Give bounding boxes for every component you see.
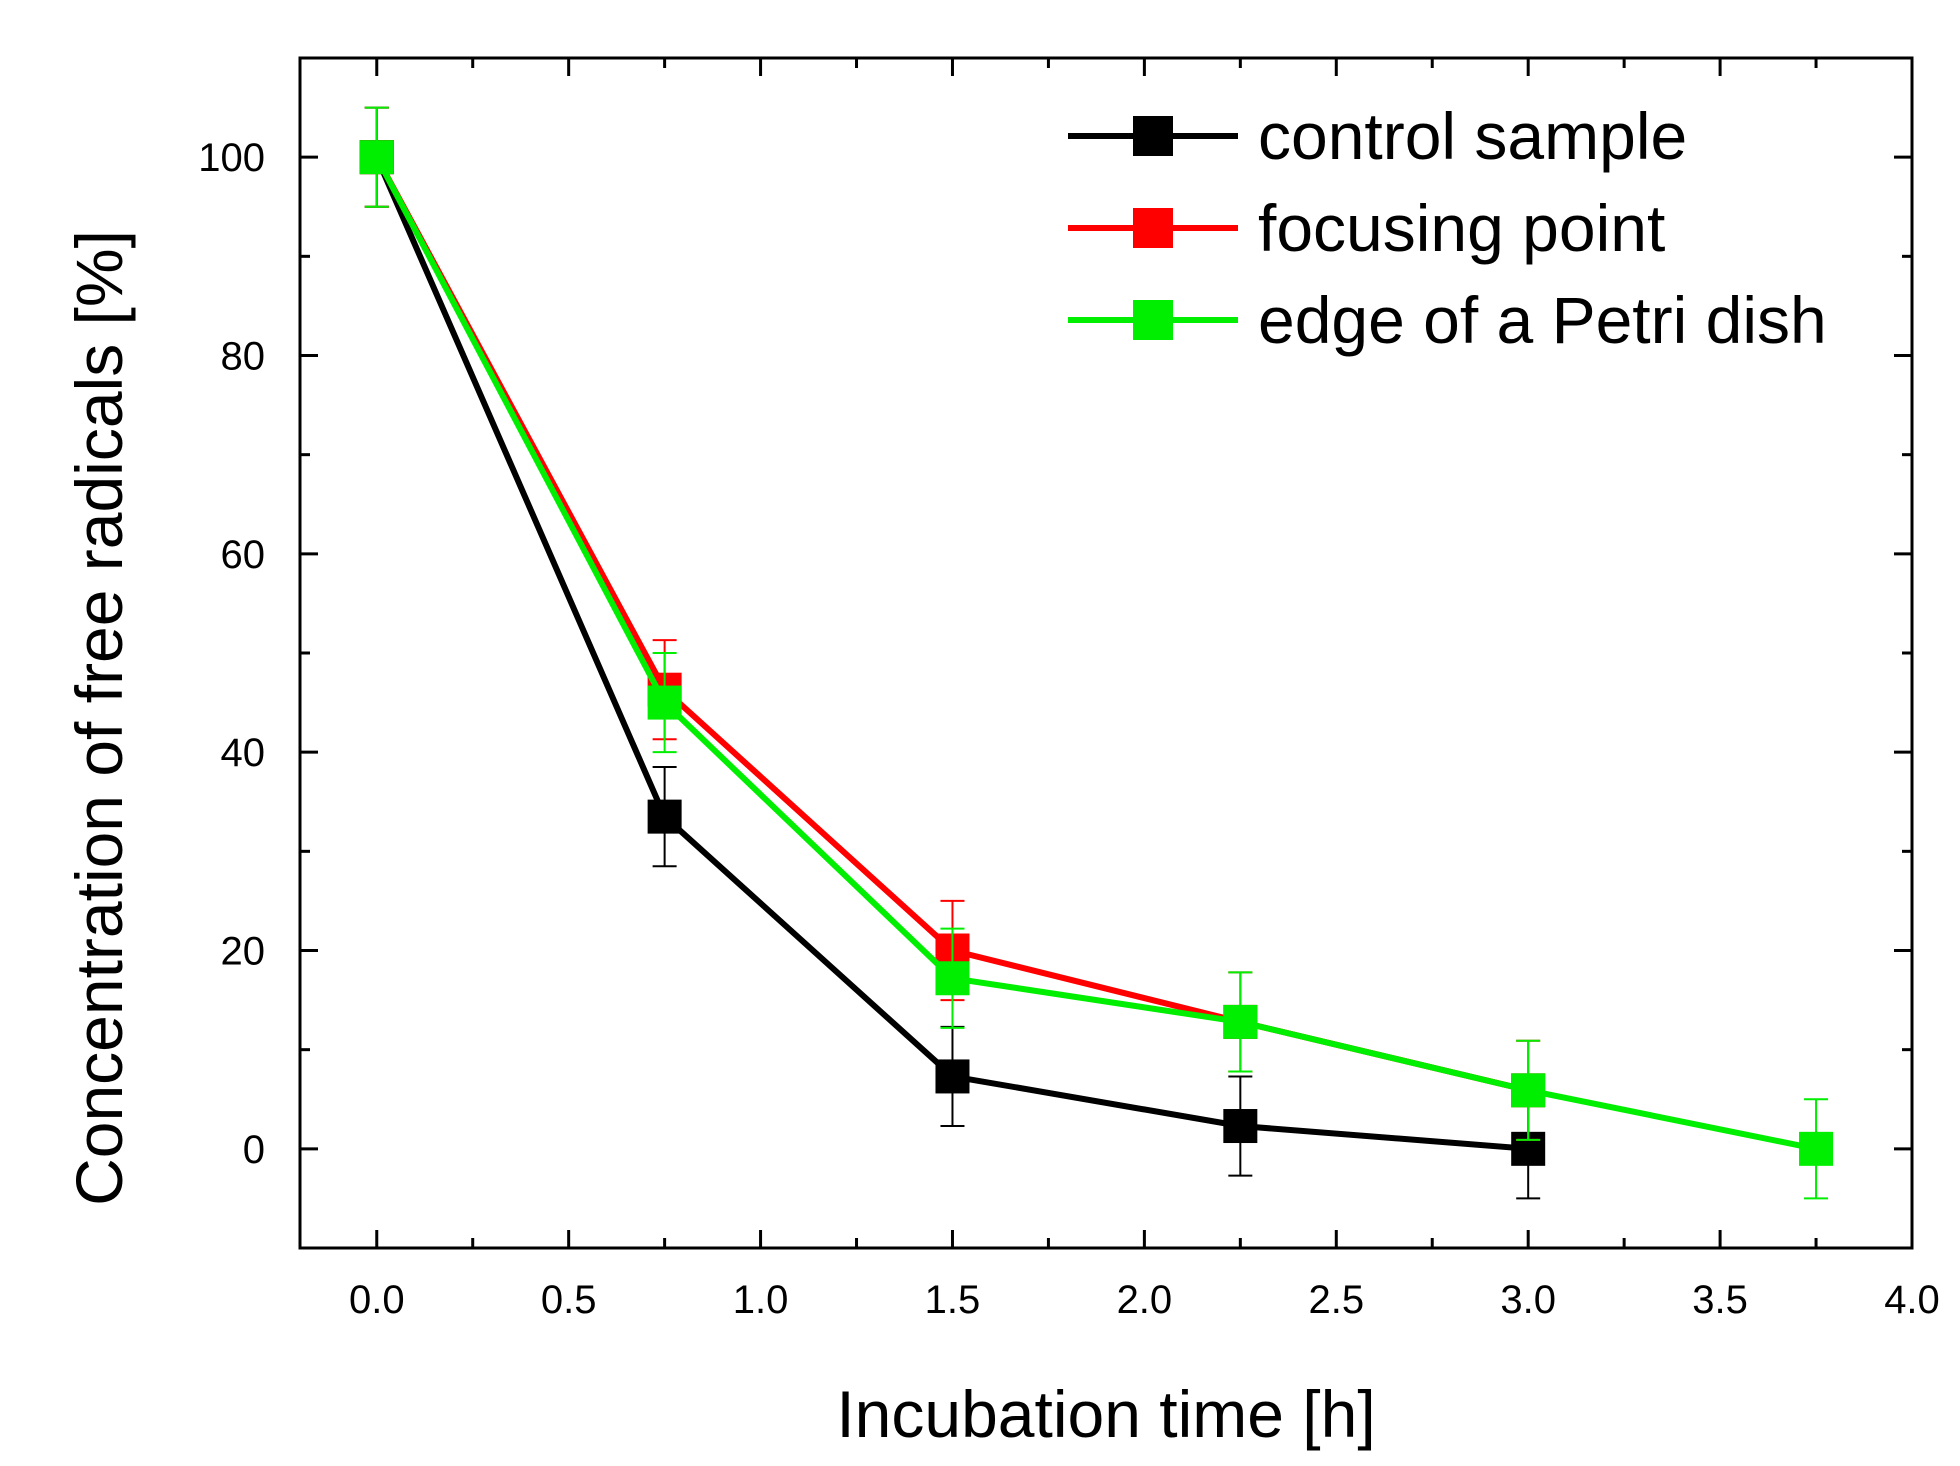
x-tick-label: 1.5 [925, 1278, 981, 1322]
legend: control sample focusing point edge of a Pe… [1068, 99, 1827, 357]
data-point [647, 799, 682, 834]
y-tick-label: 60 [221, 533, 266, 577]
legend-marker [1133, 208, 1173, 248]
x-axis-title: Incubation time [h] [836, 1377, 1375, 1451]
series-layer [359, 106, 1834, 1200]
x-tick-label: 0.0 [349, 1278, 405, 1322]
legend-item: edge of a Petri dish [1068, 283, 1827, 357]
x-tick-label: 1.0 [733, 1278, 789, 1322]
legend-marker [1133, 300, 1173, 340]
legend-marker [1133, 116, 1173, 156]
x-tick-label: 3.0 [1500, 1278, 1556, 1322]
y-tick-label: 20 [221, 930, 266, 974]
legend-label: control sample [1258, 99, 1687, 173]
data-point [1223, 1109, 1258, 1144]
data-point [1223, 1004, 1258, 1039]
axes-layer: 0.0 0.5 1.0 1.5 2.0 2.5 3.0 3.5 4.0 0 20 40 60 80 100 [198, 56, 1940, 1322]
data-point [935, 961, 970, 996]
x-tick-label: 2.5 [1308, 1278, 1364, 1322]
x-tick-label: 3.5 [1692, 1278, 1748, 1322]
series-control-sample [359, 106, 1546, 1200]
y-tick-label: 40 [221, 731, 266, 775]
legend-label: edge of a Petri dish [1258, 283, 1827, 357]
series-edge-of-a-petri-dish [359, 106, 1834, 1200]
data-point [647, 685, 682, 720]
y-tick-label: 100 [198, 136, 265, 180]
x-tick-label: 0.5 [541, 1278, 597, 1322]
plot-frame [298, 56, 1914, 1250]
series-line [374, 155, 1817, 1152]
data-point [1511, 1073, 1546, 1108]
legend-item: focusing point [1068, 191, 1665, 265]
y-tick-label: 0 [243, 1128, 265, 1172]
legend-label: focusing point [1258, 191, 1665, 265]
x-tick-label: 4.0 [1884, 1278, 1940, 1322]
data-point [359, 140, 394, 175]
data-point [935, 1059, 970, 1094]
legend-item: control sample [1068, 99, 1687, 173]
y-axis-title: Concentration of free radicals [%] [62, 230, 136, 1206]
data-point [1799, 1131, 1834, 1166]
y-tick-label: 80 [221, 335, 266, 379]
x-tick-label: 2.0 [1117, 1278, 1173, 1322]
